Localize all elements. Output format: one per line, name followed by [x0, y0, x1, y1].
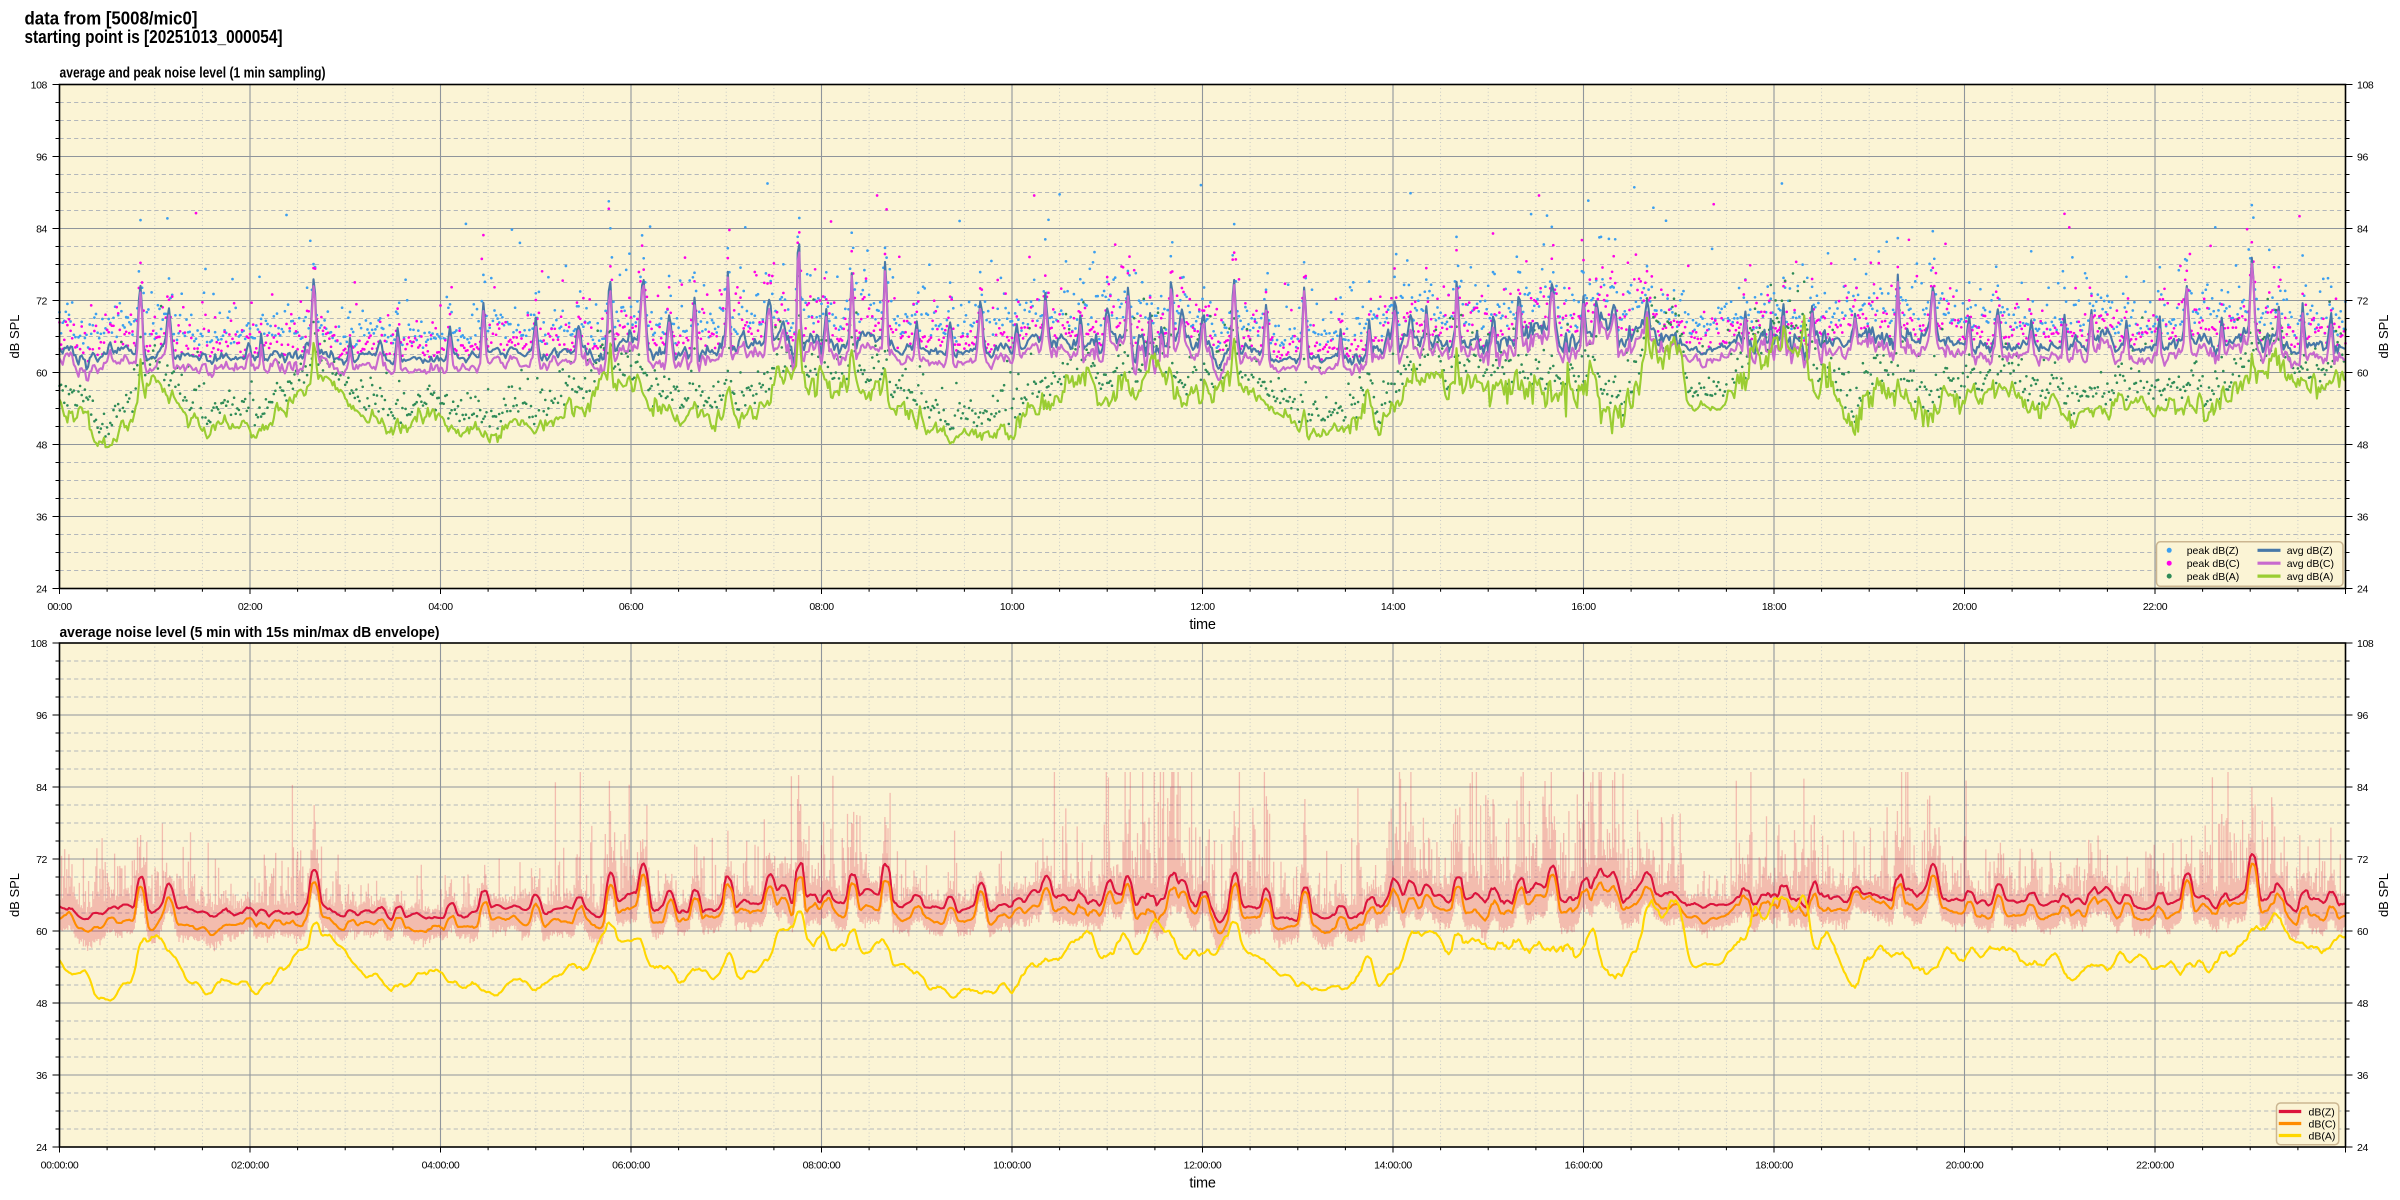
svg-text:60: 60	[36, 367, 47, 379]
svg-text:48: 48	[36, 998, 47, 1010]
svg-text:dB SPL: dB SPL	[2376, 873, 2391, 917]
svg-text:36: 36	[2357, 1070, 2368, 1082]
svg-text:72: 72	[2357, 854, 2368, 866]
svg-text:peak dB(A): peak dB(A)	[2187, 571, 2240, 583]
svg-text:60: 60	[2357, 926, 2368, 938]
svg-text:12:00: 12:00	[1190, 601, 1215, 613]
svg-text:72: 72	[36, 854, 47, 866]
svg-text:84: 84	[2357, 223, 2368, 235]
svg-text:18:00: 18:00	[1762, 601, 1787, 613]
svg-text:00:00: 00:00	[47, 601, 72, 613]
svg-text:16:00: 16:00	[1571, 601, 1596, 613]
svg-text:20:00: 20:00	[1952, 601, 1977, 613]
svg-text:60: 60	[36, 926, 47, 938]
svg-text:average noise level (5 min wit: average noise level (5 min with 15s min/…	[60, 624, 440, 641]
svg-text:22:00:00: 22:00:00	[2136, 1160, 2174, 1172]
svg-text:time: time	[1189, 1176, 1215, 1192]
svg-text:84: 84	[2357, 782, 2368, 794]
svg-text:36: 36	[36, 511, 47, 523]
svg-text:14:00:00: 14:00:00	[1374, 1160, 1412, 1172]
svg-text:08:00: 08:00	[809, 601, 834, 613]
svg-text:36: 36	[2357, 511, 2368, 523]
svg-text:96: 96	[2357, 710, 2368, 722]
svg-text:avg dB(C): avg dB(C)	[2287, 558, 2334, 570]
svg-text:peak dB(C): peak dB(C)	[2187, 558, 2240, 570]
svg-text:24: 24	[2357, 1142, 2368, 1154]
svg-text:06:00:00: 06:00:00	[612, 1160, 650, 1172]
svg-text:24: 24	[2357, 583, 2368, 595]
svg-text:data from [5008/mic0]: data from [5008/mic0]	[25, 8, 198, 29]
svg-text:24: 24	[36, 583, 47, 595]
svg-text:96: 96	[36, 710, 47, 722]
svg-text:60: 60	[2357, 367, 2368, 379]
svg-text:avg dB(Z): avg dB(Z)	[2287, 545, 2333, 557]
svg-text:12:00:00: 12:00:00	[1184, 1160, 1222, 1172]
svg-text:108: 108	[31, 79, 48, 91]
svg-text:84: 84	[36, 223, 47, 235]
svg-text:10:00:00: 10:00:00	[993, 1160, 1031, 1172]
svg-text:peak dB(Z): peak dB(Z)	[2187, 545, 2239, 557]
svg-text:dB SPL: dB SPL	[7, 873, 22, 917]
svg-text:10:00: 10:00	[1000, 601, 1025, 613]
svg-text:time: time	[1189, 617, 1215, 633]
svg-text:starting point is [20251013_00: starting point is [20251013_000054]	[25, 26, 283, 47]
svg-text:04:00:00: 04:00:00	[422, 1160, 460, 1172]
svg-text:dB SPL: dB SPL	[7, 314, 22, 358]
svg-text:06:00: 06:00	[619, 601, 644, 613]
svg-text:dB(Z): dB(Z)	[2309, 1106, 2335, 1118]
svg-text:dB(C): dB(C)	[2309, 1118, 2336, 1130]
svg-text:72: 72	[36, 295, 47, 307]
svg-text:average and peak noise level (: average and peak noise level (1 min samp…	[60, 65, 326, 82]
svg-text:avg dB(A): avg dB(A)	[2287, 571, 2334, 583]
svg-text:00:00:00: 00:00:00	[41, 1160, 79, 1172]
svg-text:18:00:00: 18:00:00	[1755, 1160, 1793, 1172]
svg-text:04:00: 04:00	[428, 601, 453, 613]
svg-text:72: 72	[2357, 295, 2368, 307]
svg-text:108: 108	[2357, 638, 2374, 650]
svg-text:02:00:00: 02:00:00	[231, 1160, 269, 1172]
svg-text:48: 48	[2357, 439, 2368, 451]
svg-text:22:00: 22:00	[2143, 601, 2168, 613]
svg-text:36: 36	[36, 1070, 47, 1082]
svg-text:dB SPL: dB SPL	[2376, 314, 2391, 358]
svg-text:20:00:00: 20:00:00	[1946, 1160, 1984, 1172]
svg-text:dB(A): dB(A)	[2309, 1130, 2336, 1142]
svg-text:16:00:00: 16:00:00	[1565, 1160, 1603, 1172]
svg-text:96: 96	[36, 151, 47, 163]
svg-text:48: 48	[36, 439, 47, 451]
svg-text:108: 108	[2357, 79, 2374, 91]
svg-text:84: 84	[36, 782, 47, 794]
svg-text:108: 108	[31, 638, 48, 650]
svg-text:48: 48	[2357, 998, 2368, 1010]
svg-text:02:00: 02:00	[238, 601, 263, 613]
svg-text:96: 96	[2357, 151, 2368, 163]
svg-text:08:00:00: 08:00:00	[803, 1160, 841, 1172]
svg-text:24: 24	[36, 1142, 47, 1154]
svg-text:14:00: 14:00	[1381, 601, 1406, 613]
